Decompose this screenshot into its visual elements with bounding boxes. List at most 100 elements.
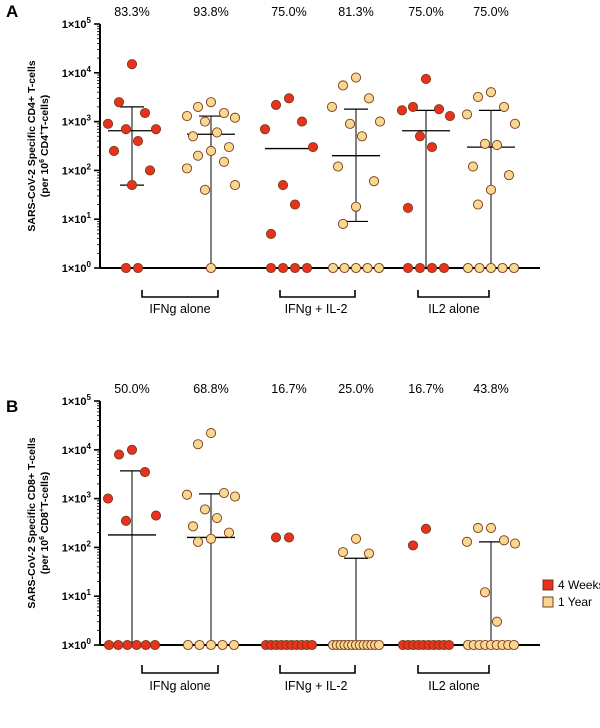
group-label: IFNg alone	[149, 302, 210, 316]
legend-label: 1 Year	[558, 595, 592, 609]
data-point	[485, 262, 497, 274]
data-point	[194, 639, 205, 651]
panel-letter: A	[6, 2, 18, 21]
y-tick-label: 1×104	[62, 65, 92, 80]
data-point	[113, 97, 125, 108]
data-point	[259, 124, 271, 135]
data-point	[420, 73, 432, 84]
data-point	[467, 161, 479, 172]
data-point	[218, 156, 230, 167]
data-point	[509, 538, 521, 549]
legend-swatch	[542, 579, 554, 591]
data-point	[126, 444, 138, 455]
data-point	[270, 99, 282, 110]
data-point	[307, 142, 319, 153]
y-tick-label: 1×102	[62, 539, 92, 554]
data-point	[205, 145, 217, 157]
data-point	[339, 262, 350, 274]
data-point	[350, 262, 362, 274]
data-point	[508, 639, 520, 651]
data-point	[205, 97, 217, 108]
data-point	[192, 150, 204, 161]
series-1-year-2	[461, 522, 521, 651]
data-point	[199, 116, 211, 127]
data-point	[181, 163, 193, 174]
data-point	[181, 489, 193, 500]
group-bracket	[279, 665, 356, 674]
data-point	[350, 72, 362, 83]
data-point	[205, 639, 217, 651]
data-point	[433, 104, 445, 115]
percentage-label: 93.8%	[193, 5, 228, 19]
y-axis-label-line1: SARS-CoV-2 Specific CD8+ T-cells	[26, 437, 38, 608]
data-point	[187, 131, 199, 142]
data-point	[461, 109, 473, 120]
group-label: IL2 alone	[428, 679, 479, 693]
data-point	[265, 262, 277, 274]
percentage-label: 43.8%	[473, 382, 508, 396]
data-point	[498, 535, 510, 546]
data-point	[472, 91, 484, 102]
group-label: IL2 alone	[428, 302, 479, 316]
data-point	[277, 180, 289, 191]
data-point	[356, 131, 368, 142]
data-point	[289, 262, 301, 274]
data-point	[301, 262, 313, 274]
data-point	[120, 515, 132, 526]
percentage-label: 81.3%	[338, 5, 373, 19]
data-point	[508, 262, 520, 274]
data-point	[407, 540, 419, 551]
data-point	[327, 262, 339, 274]
data-point	[362, 262, 373, 274]
data-point	[229, 112, 241, 123]
data-point	[199, 504, 211, 515]
data-point	[270, 532, 282, 543]
series-1-year-1	[326, 72, 386, 274]
data-point	[402, 202, 414, 214]
series-4-weeks-0	[102, 59, 162, 274]
group-bracket	[417, 290, 490, 298]
data-point	[192, 101, 204, 112]
data-point	[337, 218, 349, 229]
data-point	[462, 262, 474, 274]
data-point	[265, 228, 277, 239]
data-point	[211, 127, 223, 138]
group-label: IFNg + IL-2	[285, 679, 348, 693]
data-point	[102, 118, 114, 129]
data-point	[192, 439, 204, 450]
y-axis-label-line2: (per 106 CD4+T-cells)	[39, 95, 51, 198]
data-point	[277, 262, 289, 274]
data-point	[192, 536, 204, 547]
data-point	[414, 262, 426, 274]
data-point	[296, 116, 308, 127]
data-point	[485, 522, 497, 534]
data-point	[181, 110, 193, 122]
data-point	[283, 93, 295, 104]
percentage-label: 50.0%	[114, 382, 149, 396]
data-point	[150, 510, 162, 521]
data-point	[373, 639, 385, 651]
data-point	[228, 639, 240, 651]
data-point	[407, 101, 419, 112]
data-point	[103, 639, 115, 651]
data-point	[414, 131, 426, 142]
data-point	[479, 138, 491, 149]
data-point	[150, 124, 162, 135]
y-tick-label: 1×100	[62, 260, 92, 275]
data-point	[205, 262, 217, 274]
data-point	[120, 262, 132, 274]
data-point	[205, 428, 217, 439]
data-point	[472, 522, 484, 534]
percentage-label: 25.0%	[338, 382, 373, 396]
data-point	[363, 93, 375, 104]
data-point	[289, 199, 301, 210]
data-point	[332, 161, 344, 172]
data-point	[182, 639, 194, 651]
y-tick-label: 1×105	[62, 16, 92, 31]
data-point	[344, 118, 356, 129]
panel-letter: B	[6, 397, 18, 416]
data-point	[131, 639, 142, 651]
data-point	[187, 521, 199, 532]
data-point	[113, 639, 124, 651]
